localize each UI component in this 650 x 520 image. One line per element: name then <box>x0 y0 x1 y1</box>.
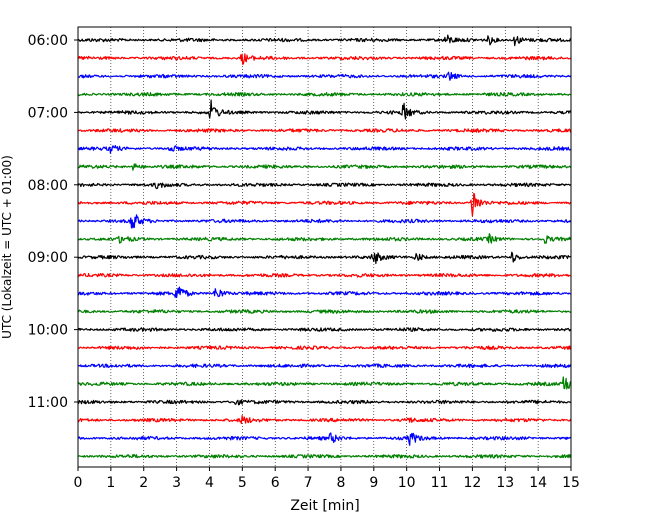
trace-1115 <box>77 415 572 424</box>
trace-1000 <box>77 327 572 332</box>
trace-0800 <box>77 182 572 190</box>
y-axis-ticks: 06:00 07:00 08:00 09:00 10:00 11:00 <box>28 33 78 411</box>
y-tick-label: 11:00 <box>28 395 68 411</box>
vertical-gridlines <box>110 27 539 467</box>
x-tick-label: 1 <box>106 475 115 491</box>
trace-1030 <box>77 363 572 369</box>
plot-frame <box>77 26 572 468</box>
trace-0600 <box>77 34 571 47</box>
trace-0645 <box>77 91 572 97</box>
y-tick-label: 08:00 <box>28 178 68 194</box>
trace-0845 <box>77 233 572 244</box>
trace-1045 <box>77 376 572 390</box>
trace-0700 <box>77 99 572 120</box>
x-tick-label: 12 <box>463 475 481 491</box>
x-tick-label: 3 <box>172 475 181 491</box>
trace-1145 <box>77 454 572 459</box>
trace-0930 <box>77 286 572 299</box>
y-tick-label: 10:00 <box>28 323 68 339</box>
x-tick-label: 9 <box>369 475 378 491</box>
x-tick-label: 6 <box>271 475 280 491</box>
x-tick-label: 5 <box>238 475 247 491</box>
x-tick-label: 8 <box>336 475 345 491</box>
trace-0730 <box>77 145 572 154</box>
trace-0915 <box>77 273 572 278</box>
x-tick-label: 14 <box>529 475 547 491</box>
x-tick-label: 15 <box>562 475 580 491</box>
y-tick-label: 06:00 <box>28 33 68 49</box>
x-tick-label: 7 <box>304 475 313 491</box>
x-tick-label: 2 <box>139 475 148 491</box>
x-tick-label: 13 <box>496 475 514 491</box>
x-axis-ticks: 0 1 2 3 4 5 6 7 8 9 10 11 12 13 14 15 <box>74 467 580 491</box>
x-tick-label: 10 <box>398 475 416 491</box>
trace-0745 <box>77 163 571 171</box>
y-tick-label: 07:00 <box>28 105 68 121</box>
y-axis-label: UTC (Lokalzeit = UTC + 01:00) <box>0 155 14 339</box>
seismic-traces <box>77 34 572 459</box>
trace-1015 <box>77 345 572 351</box>
trace-0830 <box>77 214 572 229</box>
y-tick-label: 09:00 <box>28 250 68 266</box>
trace-0900 <box>77 251 572 265</box>
x-tick-label: 0 <box>74 475 83 491</box>
trace-0815 <box>77 192 572 217</box>
trace-0945 <box>78 309 571 314</box>
trace-0715 <box>77 128 572 133</box>
trace-0615 <box>77 53 572 65</box>
trace-1130 <box>77 432 572 446</box>
x-tick-label: 11 <box>431 475 449 491</box>
x-axis-label: Zeit [min] <box>290 498 359 514</box>
trace-1100 <box>77 399 572 406</box>
trace-0630 <box>77 71 572 81</box>
x-tick-label: 4 <box>205 475 214 491</box>
